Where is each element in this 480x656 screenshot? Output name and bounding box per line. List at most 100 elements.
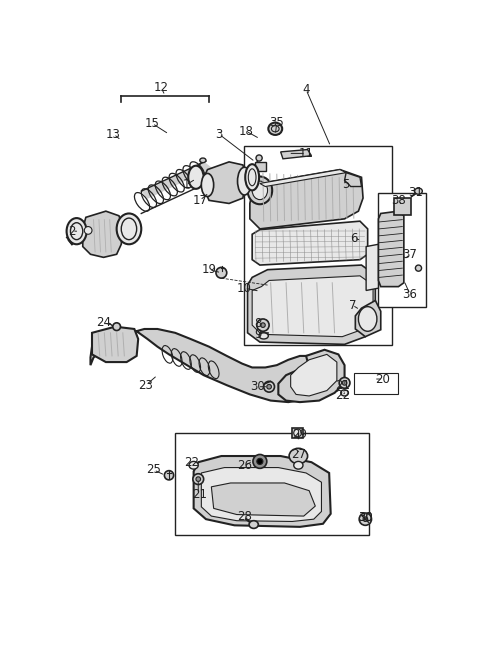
Ellipse shape	[248, 176, 272, 204]
Text: 29: 29	[292, 428, 307, 441]
Ellipse shape	[363, 517, 368, 522]
Ellipse shape	[117, 213, 141, 244]
Polygon shape	[281, 150, 312, 159]
Polygon shape	[211, 483, 315, 516]
Ellipse shape	[339, 377, 350, 388]
Ellipse shape	[415, 188, 422, 194]
Text: 22: 22	[335, 390, 350, 403]
Text: 26: 26	[237, 459, 252, 472]
Text: 23: 23	[138, 379, 153, 392]
Text: 8: 8	[254, 317, 261, 330]
Polygon shape	[204, 162, 246, 203]
Polygon shape	[260, 170, 346, 186]
Bar	[378, 193, 426, 306]
Ellipse shape	[200, 158, 206, 163]
Ellipse shape	[245, 164, 259, 190]
Bar	[394, 198, 411, 215]
Ellipse shape	[268, 123, 282, 135]
Bar	[255, 162, 266, 171]
Ellipse shape	[267, 384, 271, 389]
Text: 3: 3	[216, 128, 223, 140]
Text: 2: 2	[68, 224, 76, 237]
Text: 17: 17	[192, 194, 207, 207]
Text: 25: 25	[146, 463, 161, 476]
Polygon shape	[92, 327, 138, 362]
Ellipse shape	[113, 323, 120, 331]
Text: 9: 9	[254, 328, 261, 341]
Ellipse shape	[359, 513, 372, 525]
Text: 30: 30	[358, 511, 373, 524]
Text: 10: 10	[237, 281, 252, 295]
Polygon shape	[201, 468, 322, 522]
Polygon shape	[252, 276, 373, 337]
Ellipse shape	[238, 167, 252, 195]
Text: 18: 18	[239, 125, 253, 138]
Ellipse shape	[201, 173, 214, 197]
Ellipse shape	[253, 455, 267, 468]
Bar	[354, 373, 398, 394]
Polygon shape	[345, 173, 361, 186]
Polygon shape	[248, 265, 375, 344]
Ellipse shape	[189, 461, 198, 469]
Ellipse shape	[341, 390, 348, 396]
Text: 15: 15	[144, 117, 159, 130]
Ellipse shape	[193, 474, 204, 485]
Text: 24: 24	[96, 316, 111, 329]
Ellipse shape	[359, 306, 377, 331]
Polygon shape	[141, 162, 212, 199]
Text: 7: 7	[348, 298, 356, 312]
Text: 30: 30	[358, 511, 373, 524]
Ellipse shape	[67, 218, 86, 244]
Text: 38: 38	[391, 194, 406, 207]
Polygon shape	[193, 456, 331, 527]
Ellipse shape	[84, 226, 92, 234]
Ellipse shape	[252, 181, 267, 199]
Ellipse shape	[257, 459, 263, 464]
Polygon shape	[378, 211, 404, 287]
Bar	[292, 428, 303, 438]
Ellipse shape	[294, 461, 303, 469]
Ellipse shape	[264, 381, 275, 392]
Text: 21: 21	[192, 488, 207, 501]
Text: 4: 4	[302, 83, 310, 96]
Polygon shape	[252, 221, 368, 265]
Polygon shape	[83, 211, 123, 257]
Text: 35: 35	[269, 116, 284, 129]
Text: 36: 36	[403, 288, 418, 301]
Ellipse shape	[188, 166, 204, 189]
Text: 22: 22	[185, 456, 200, 468]
Ellipse shape	[196, 477, 201, 482]
Ellipse shape	[164, 470, 174, 480]
Polygon shape	[355, 300, 381, 337]
Text: 1: 1	[182, 178, 190, 192]
Polygon shape	[90, 329, 335, 402]
Polygon shape	[250, 170, 363, 229]
Text: 27: 27	[291, 448, 306, 461]
Ellipse shape	[261, 323, 265, 327]
Text: 30: 30	[250, 380, 265, 393]
Text: 13: 13	[106, 128, 121, 140]
Ellipse shape	[257, 319, 269, 331]
Text: 12: 12	[154, 81, 169, 94]
Ellipse shape	[289, 448, 308, 464]
Ellipse shape	[249, 521, 258, 528]
Text: 19: 19	[202, 263, 216, 276]
Polygon shape	[278, 350, 345, 402]
Text: 5: 5	[342, 178, 350, 192]
Ellipse shape	[216, 268, 227, 278]
Polygon shape	[366, 244, 378, 291]
Text: 28: 28	[237, 510, 252, 523]
Ellipse shape	[256, 155, 262, 161]
Ellipse shape	[294, 429, 301, 437]
Polygon shape	[291, 354, 337, 396]
Text: 6: 6	[350, 232, 358, 245]
Ellipse shape	[259, 333, 268, 339]
Text: 37: 37	[403, 248, 418, 261]
Ellipse shape	[415, 265, 421, 271]
Text: 31: 31	[408, 186, 423, 199]
Text: 20: 20	[376, 373, 391, 386]
Text: 21: 21	[335, 379, 350, 392]
Text: 11: 11	[299, 147, 313, 160]
Bar	[244, 146, 392, 345]
Ellipse shape	[342, 380, 347, 385]
